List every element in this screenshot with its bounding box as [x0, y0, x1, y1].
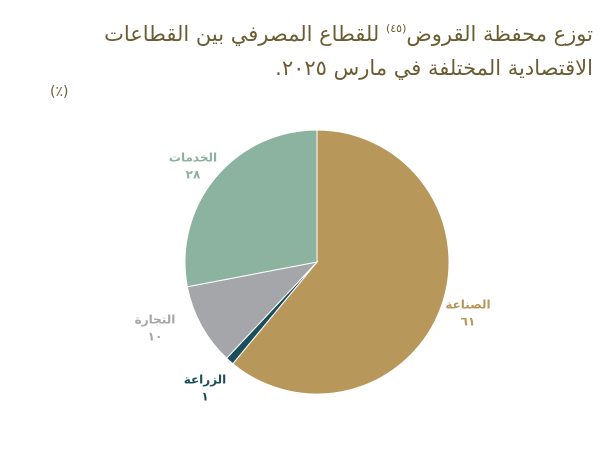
title-text: للقطاع المصرفي بين القطاعات الاقتصادية ا…	[104, 22, 593, 80]
slice-value: ٦١	[461, 315, 476, 329]
footnote-ref: (٤٥)	[385, 22, 407, 35]
slice-label: التجارة	[135, 313, 176, 327]
chart-title: توزع محفظة القروض(٤٥) للقطاع المصرفي بين…	[33, 12, 593, 85]
slice-label: الزراعة	[184, 373, 227, 387]
slice-label: الخدمات	[169, 151, 217, 165]
slice-value: ١٠	[148, 330, 163, 344]
pie-slice	[186, 261, 319, 359]
slice-label: الصناعة	[445, 298, 490, 312]
chart-subtitle: (٪)	[50, 84, 69, 100]
slice-value: ١	[201, 390, 208, 404]
pie-slice	[184, 129, 318, 288]
slice-value: ٢٨	[186, 168, 201, 182]
pie-slice	[232, 129, 450, 395]
title-text: توزع محفظة القروض	[406, 22, 593, 46]
